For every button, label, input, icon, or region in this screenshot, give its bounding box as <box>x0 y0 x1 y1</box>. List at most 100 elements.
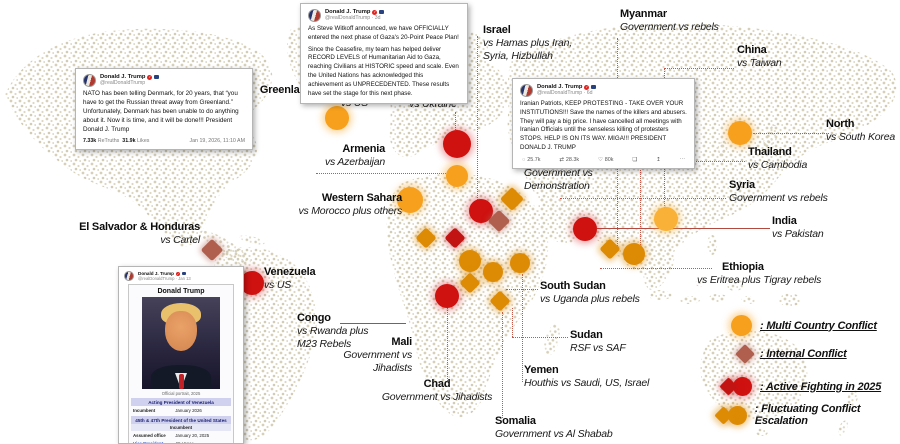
share-icon[interactable]: ↥ <box>656 156 661 163</box>
tweet-text-paragraph: As Steve Witkoff announced, we have OFFI… <box>308 25 459 41</box>
reply-icon[interactable]: ◌ <box>522 156 526 163</box>
multi-country-circle-icon <box>731 315 752 336</box>
repost-icon[interactable]: ⇄ <box>559 156 564 163</box>
repost-count: 28.3k <box>565 156 580 163</box>
like-button[interactable]: ♡ 80k <box>598 157 614 163</box>
conflict-detail: vs Azerbaijan <box>324 156 385 169</box>
infobox-incumbent-row: Incumbent <box>131 424 231 431</box>
active-fighting-circle-icon <box>733 377 752 396</box>
leader-line-armenia <box>316 173 448 174</box>
conflict-label-north-korea: North vs South Korea <box>826 118 900 144</box>
tweet-text: Iranian Patriots, KEEP PROTESTING - TAKE… <box>520 100 687 151</box>
conflict-detail: vs Eritrea plus Tigray rebels <box>697 274 822 287</box>
legend-label: : Active Fighting in 2025 <box>760 380 882 393</box>
conflict-country: China <box>737 44 767 56</box>
tweet-author-handle[interactable]: @realDonaldTrump <box>100 80 146 86</box>
leader-line-chad <box>447 307 448 381</box>
conflict-country: North <box>826 118 855 130</box>
tweet-author-name[interactable]: Donald J. Trump <box>537 84 583 90</box>
conflict-label-venezuela: Venezuela vs US <box>264 266 356 292</box>
tweet-author-name[interactable]: Donald J. Trump <box>138 271 174 276</box>
tweet-header: Donald J. Trump ✓ @realDonaldTrump · 3d <box>308 9 460 22</box>
like-icon[interactable]: ♡ <box>597 156 603 163</box>
tweet-author-name[interactable]: Donald J. Trump <box>100 74 146 80</box>
tweet-author-handle[interactable]: @realDonaldTrump · Jan 13 <box>138 276 191 281</box>
leader-line-congo <box>340 323 406 324</box>
conflict-detail: Houthis vs Saudi, US, Israel <box>524 377 650 390</box>
legend-label: : Fluctuating Conflict Escalation <box>754 403 861 427</box>
tweet-text: NATO has been telling Denmark, for 20 ye… <box>83 90 239 133</box>
more-icon[interactable]: ⋯ <box>679 156 685 163</box>
marker-venezuela-circle <box>240 271 264 295</box>
legend-item-internal: : Internal Conflict <box>700 344 847 364</box>
legend-item-multi-country: : Multi Country Conflict <box>700 315 877 336</box>
conflict-country: Myanmar <box>620 8 667 20</box>
reply-count: 25.7k <box>527 156 541 163</box>
retruths-label[interactable]: ReTruths <box>97 137 120 144</box>
conflict-label-chad: Chad Government vs Jihadists <box>366 378 508 404</box>
infobox-row: Assumed office January 20, 2025 <box>131 431 231 439</box>
conflict-country: South Sudan <box>540 280 606 292</box>
conflict-label-el-salvador: El Salvador & Honduras vs Cartel <box>58 221 200 247</box>
retruths-count[interactable]: 7.33k <box>83 137 97 144</box>
conflict-detail: vs Rwanda plus M23 Rebels <box>297 325 369 350</box>
infobox-row: Incumbent January 2026 <box>131 406 231 414</box>
trump-avatar[interactable] <box>308 9 321 22</box>
trump-avatar[interactable] <box>520 84 533 97</box>
conflict-country: Thailand <box>748 146 792 158</box>
share-button[interactable]: ↥ <box>656 157 661 163</box>
marker-western-sahara-circle <box>397 187 423 213</box>
conflict-country: Chad <box>423 378 451 390</box>
trump-avatar[interactable] <box>83 74 96 87</box>
camera-badge-icon <box>182 271 186 276</box>
bookmark-icon[interactable]: ❏ <box>632 156 638 163</box>
tweet-author-name[interactable]: Donald J. Trump <box>325 9 371 15</box>
conflict-label-myanmar: Myanmar Government vs rebels <box>620 8 770 34</box>
tweet-header: Donald J. Trump ✓ @realDonaldTrump <box>83 74 245 87</box>
reply-button[interactable]: ◌ 25.7k <box>522 157 540 163</box>
likes-label[interactable]: Likes <box>137 137 150 144</box>
bookmark-button[interactable]: ❏ <box>632 157 637 163</box>
marker-ethiopia-circle <box>483 262 503 282</box>
tweet-header: Donald J. Trump ✓ @realDonaldTrump · Jan… <box>124 271 238 281</box>
conflict-country: Sudan <box>570 329 603 341</box>
repost-button[interactable]: ⇄ 28.3k <box>559 157 579 163</box>
leader-line-china-h <box>664 68 734 69</box>
marker-china-circle <box>654 207 678 231</box>
leader-line-syria <box>560 198 726 199</box>
infobox-row: Vice President JD Vance <box>131 439 231 444</box>
conflict-detail: Government vs Demonstration <box>524 167 593 192</box>
leader-line-sudan-h <box>512 337 568 338</box>
conflict-label-mali: Mali Government vs Jihadists <box>330 336 412 374</box>
legend-item-active-fighting: : Active Fighting in 2025 <box>700 377 881 396</box>
conflict-label-thailand: Thailand vs Cambodia <box>748 146 840 172</box>
conflict-detail: Government vs rebels <box>729 192 828 205</box>
conflict-country: Venezuela <box>264 266 316 278</box>
conflict-country: Congo <box>297 312 331 324</box>
leader-line-sudan-v <box>512 308 513 337</box>
tweet-author-handle[interactable]: @realDonaldTrump · 3d <box>325 15 381 21</box>
tweet-gaza-peace-plan: Donald J. Trump ✓ @realDonaldTrump · 3d … <box>300 3 468 105</box>
marker-yemen-circle <box>510 253 530 273</box>
portrait-caption: Official portrait, 2025 <box>161 391 201 396</box>
more-button[interactable]: ⋯ <box>680 157 685 163</box>
wikipedia-infobox: Donald Trump Official portrait, 2025 Act… <box>128 284 234 444</box>
conflict-label-south-sudan: South Sudan vs Uganda plus rebels <box>540 280 665 306</box>
camera-badge-icon <box>154 74 159 80</box>
legend-label: : Multi Country Conflict <box>760 319 877 332</box>
portrait-tie <box>178 374 184 389</box>
infobox-key-vice-president[interactable]: Vice President <box>133 440 164 444</box>
conflict-detail: vs Morocco plus others <box>298 205 402 218</box>
infobox-office-venezuela: Acting President of Venezuela <box>131 398 231 406</box>
trump-avatar[interactable] <box>124 271 134 281</box>
conflict-country: Israel <box>483 24 511 36</box>
tweet-author-handle[interactable]: @realDonaldTrump · 6d <box>537 90 593 96</box>
conflict-detail: vs Cambodia <box>748 159 808 172</box>
legend-label: : Internal Conflict <box>760 348 847 360</box>
marker-greenland-circle <box>325 106 349 130</box>
conflict-detail: Government vs rebels <box>620 21 719 34</box>
conflict-country: Yemen <box>524 364 559 376</box>
likes-count[interactable]: 31.9k <box>122 137 136 144</box>
trump-portrait-image <box>142 297 220 389</box>
marker-sudan-circle <box>459 250 481 272</box>
